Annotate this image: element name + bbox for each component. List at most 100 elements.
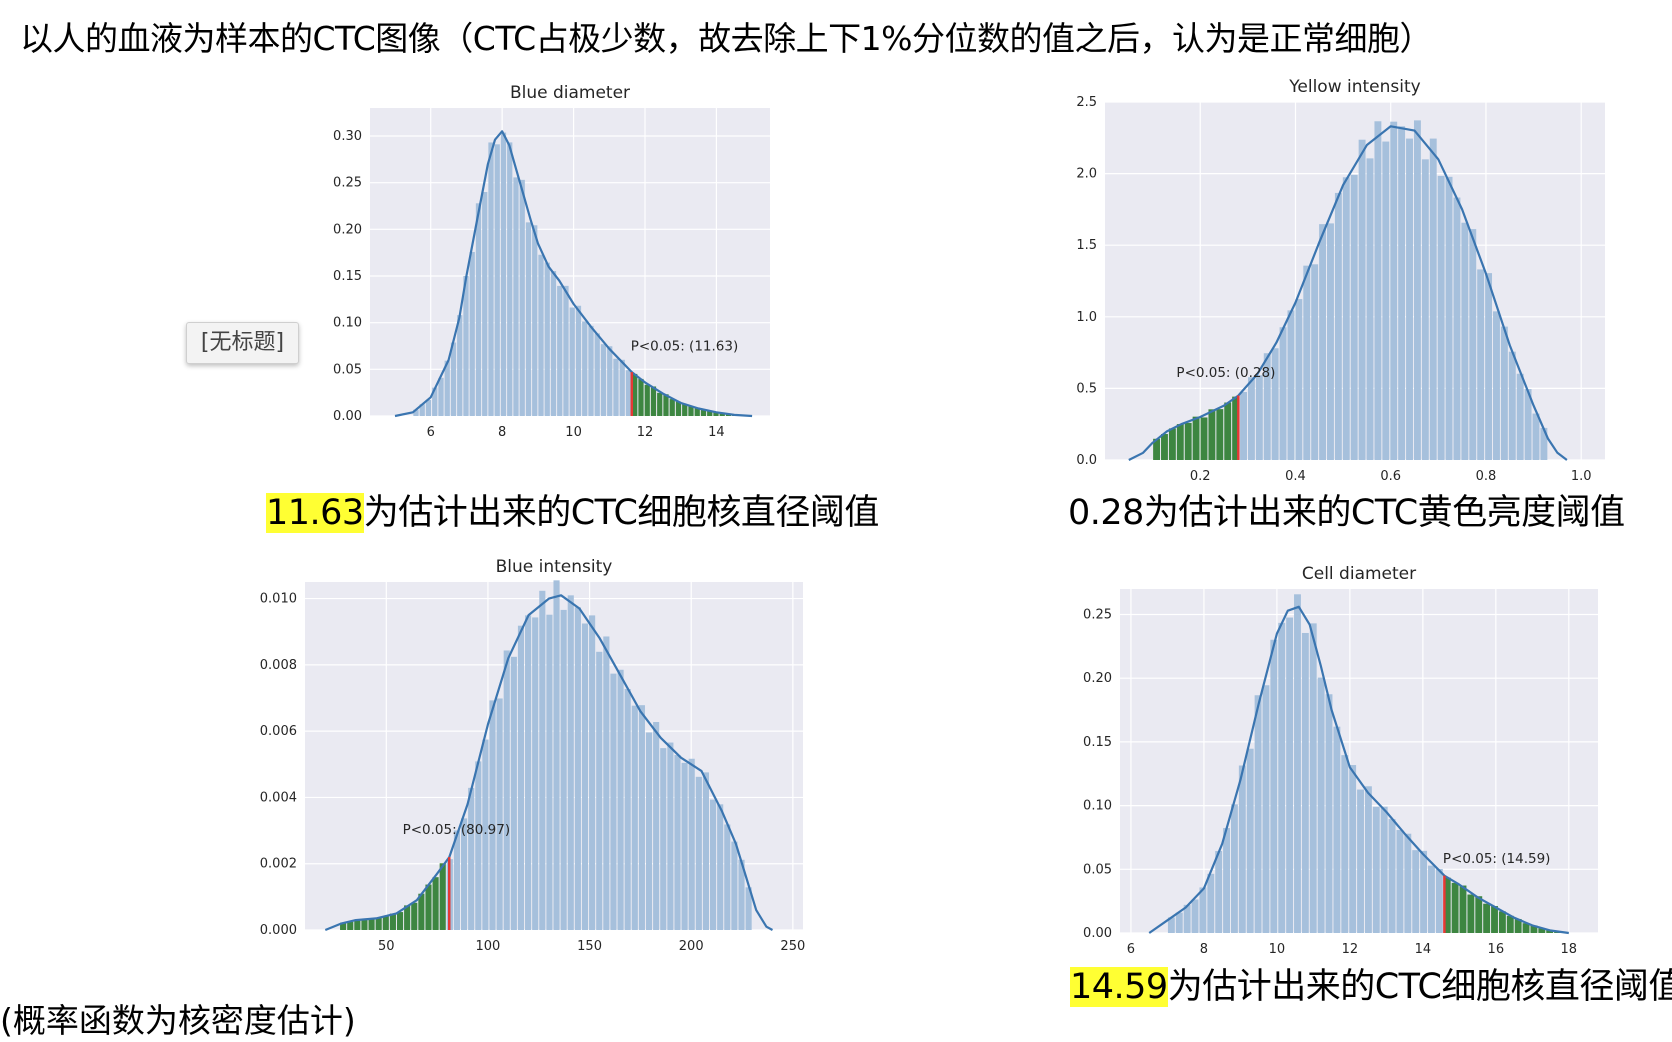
histogram-bar — [1294, 594, 1301, 933]
histogram-bar — [457, 315, 463, 416]
histogram-bar — [375, 917, 382, 930]
histogram-bar — [1358, 139, 1366, 460]
histogram-bar — [1167, 917, 1175, 933]
histogram-bar — [507, 142, 513, 416]
caption-yellow-intensity: 0.28为估计出来的CTC黄色亮度阈值 — [1068, 484, 1625, 535]
histogram-bar — [1317, 677, 1325, 933]
histogram-bar — [1366, 158, 1374, 460]
y-tick-label: 0.05 — [1083, 862, 1112, 877]
threshold-annotation: P<0.05: (11.63) — [631, 339, 739, 355]
histogram-bar — [610, 673, 617, 930]
histogram-bar — [731, 841, 738, 930]
histogram-bar — [638, 705, 645, 930]
histogram-bar — [1333, 726, 1341, 933]
histogram-bar — [546, 614, 553, 930]
histogram-bar — [1532, 413, 1540, 460]
histogram-bar — [532, 617, 539, 930]
histogram-bar — [340, 922, 347, 930]
histogram-bar — [632, 373, 638, 416]
histogram-bar — [1364, 786, 1372, 933]
histogram-bar — [432, 387, 438, 416]
y-tick-label: 0.5 — [1076, 381, 1097, 396]
histogram-bar — [653, 722, 660, 930]
histogram-bar — [1215, 850, 1223, 933]
kde-curve — [394, 130, 753, 418]
histogram-bar — [1540, 427, 1548, 460]
histogram-bar — [663, 394, 669, 416]
histogram-bar — [631, 705, 638, 930]
histogram-bar — [453, 830, 460, 930]
histogram-bar — [432, 877, 439, 930]
histogram-bar — [1382, 141, 1390, 461]
x-tick-label: 14 — [1415, 942, 1432, 957]
histogram-bar — [510, 656, 517, 930]
histogram-bar — [553, 580, 560, 930]
histogram-bar — [1443, 877, 1451, 933]
histogram-bar — [496, 698, 503, 930]
histogram-bar — [657, 392, 663, 416]
histogram-bar — [1435, 868, 1443, 933]
histogram-bar — [525, 222, 532, 416]
histogram-bar — [475, 203, 482, 416]
histogram-bar — [738, 859, 745, 930]
histogram-bar — [439, 863, 446, 930]
histogram-bar — [700, 409, 707, 416]
histogram-bar — [1278, 622, 1286, 933]
histogram-bar — [1199, 887, 1207, 933]
x-tick-label: 12 — [1342, 942, 1359, 957]
chart-title: Blue diameter — [510, 83, 630, 103]
histogram-bar — [1223, 828, 1230, 933]
histogram-bar — [468, 787, 475, 930]
x-tick-label: 14 — [708, 425, 725, 440]
histogram-bar — [389, 913, 396, 930]
histogram-bar — [713, 412, 719, 416]
histogram-bar — [588, 325, 594, 416]
untitled-tooltip[interactable]: [无标题] — [186, 322, 299, 364]
caption-cell-diameter: 14.59为估计出来的CTC细胞核直径阈值 — [1070, 958, 1672, 1009]
y-tick-label: 0.010 — [260, 592, 297, 607]
histogram-bar — [1350, 174, 1358, 461]
histogram-bar — [681, 762, 688, 930]
histogram-bar — [1514, 918, 1522, 933]
histogram-bar — [694, 407, 700, 416]
histogram-bar — [582, 321, 588, 416]
histogram-bar — [488, 142, 494, 416]
histogram-bar — [1168, 428, 1176, 460]
histogram-bar — [1342, 177, 1350, 460]
x-tick-label: 0.2 — [1190, 469, 1211, 484]
histogram-bar — [667, 742, 674, 930]
histogram-bar — [1232, 396, 1240, 460]
histogram-bar — [1303, 265, 1311, 460]
chart-title: Yellow intensity — [1288, 77, 1420, 97]
histogram-bar — [1524, 389, 1532, 460]
x-tick-label: 0.4 — [1285, 469, 1306, 484]
x-tick-label: 12 — [637, 425, 654, 440]
histogram-bar — [469, 251, 475, 416]
histogram-bar — [575, 305, 582, 416]
histogram-bar — [594, 333, 600, 416]
y-tick-label: 0.30 — [333, 129, 362, 144]
histogram-bar — [1388, 819, 1396, 933]
histogram-bar — [660, 748, 667, 930]
histogram-bar — [525, 615, 532, 930]
histogram-bar — [1538, 928, 1546, 933]
histogram-bar — [460, 818, 468, 930]
histogram-bar — [1184, 422, 1192, 460]
histogram-bar — [418, 893, 425, 930]
histogram-bar — [1546, 930, 1554, 933]
histogram-bar — [557, 285, 563, 416]
histogram-bar — [1451, 882, 1459, 933]
histogram-bar — [1246, 748, 1254, 933]
kde-curve — [1148, 605, 1569, 935]
histogram-bar — [574, 607, 581, 930]
histogram-bar — [1309, 623, 1317, 933]
histogram-bar — [1216, 409, 1224, 460]
slide-title: 以人的血液为样本的CTC图像（CTC占极少数，故去除上下1%分位数的值之后，认为… — [20, 19, 1432, 58]
x-tick-label: 100 — [476, 939, 501, 954]
histogram-bar — [1191, 899, 1199, 933]
x-tick-label: 150 — [577, 939, 602, 954]
x-tick-label: 0.8 — [1476, 469, 1497, 484]
x-tick-label: 200 — [679, 939, 704, 954]
x-tick-label: 16 — [1488, 942, 1505, 957]
histogram-bar — [475, 761, 482, 930]
